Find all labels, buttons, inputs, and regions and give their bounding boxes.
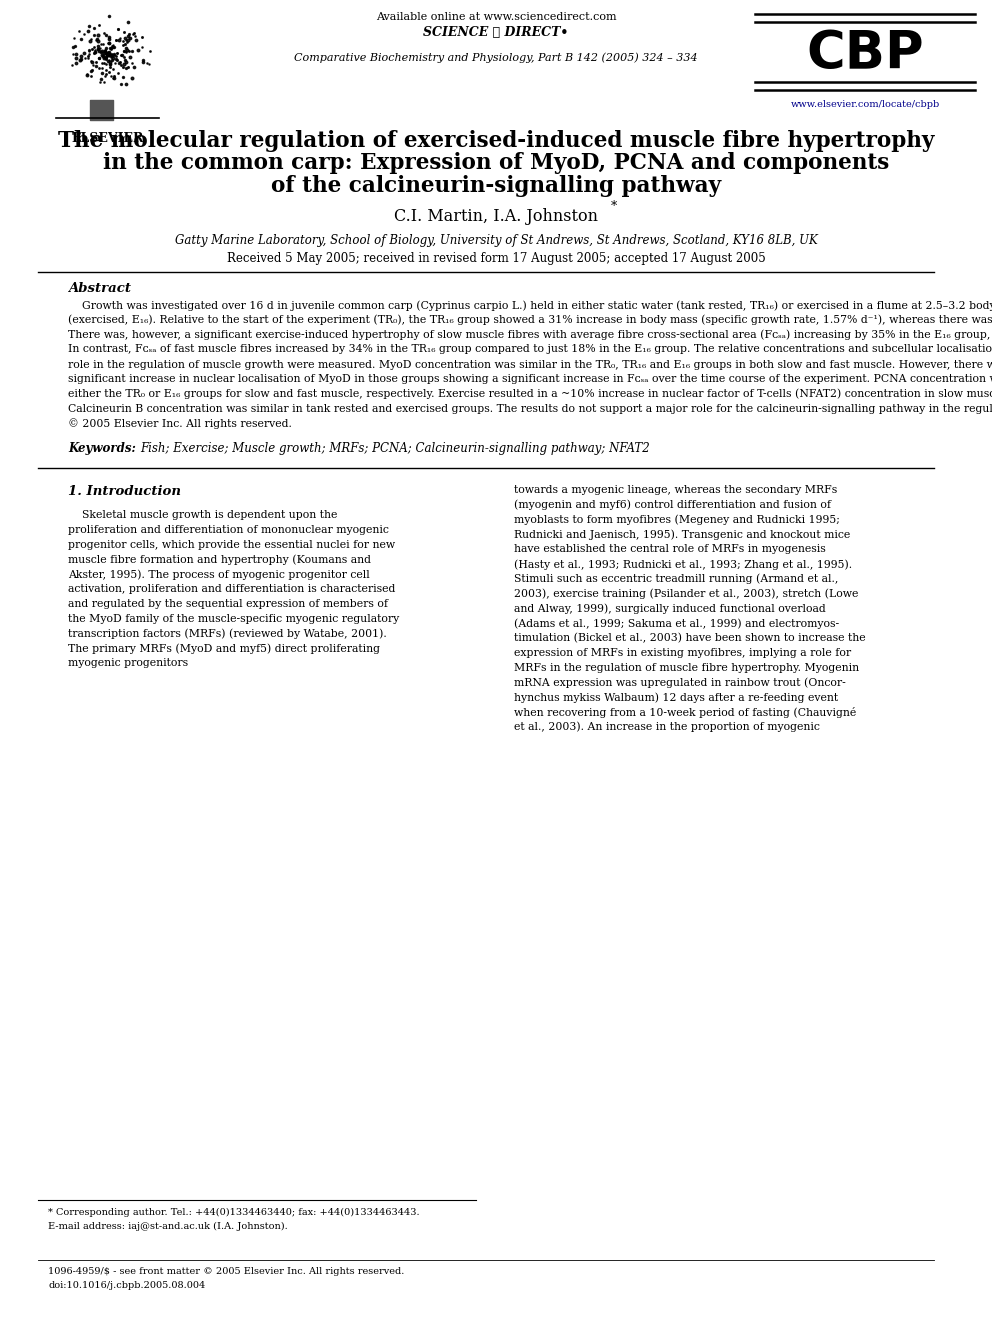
Text: There was, however, a significant exercise-induced hypertrophy of slow muscle fi: There was, however, a significant exerci… xyxy=(68,329,992,340)
Text: expression of MRFs in existing myofibres, implying a role for: expression of MRFs in existing myofibres… xyxy=(514,648,851,658)
Text: doi:10.1016/j.cbpb.2005.08.004: doi:10.1016/j.cbpb.2005.08.004 xyxy=(48,1281,205,1290)
Text: Abstract: Abstract xyxy=(68,282,131,295)
Text: muscle fibre formation and hypertrophy (Koumans and: muscle fibre formation and hypertrophy (… xyxy=(68,554,371,565)
Text: transcription factors (MRFs) (reviewed by Watabe, 2001).: transcription factors (MRFs) (reviewed b… xyxy=(68,628,387,639)
Text: 1. Introduction: 1. Introduction xyxy=(68,486,181,497)
Text: myoblasts to form myofibres (Megeney and Rudnicki 1995;: myoblasts to form myofibres (Megeney and… xyxy=(514,515,840,525)
Text: *: * xyxy=(611,200,617,213)
Text: Akster, 1995). The process of myogenic progenitor cell: Akster, 1995). The process of myogenic p… xyxy=(68,569,370,579)
Text: (exercised, E₁₆). Relative to the start of the experiment (TR₀), the TR₁₆ group : (exercised, E₁₆). Relative to the start … xyxy=(68,315,992,325)
Text: (Hasty et al., 1993; Rudnicki et al., 1993; Zhang et al., 1995).: (Hasty et al., 1993; Rudnicki et al., 19… xyxy=(514,560,852,570)
Text: Keywords:: Keywords: xyxy=(68,442,136,455)
Text: (myogenin and myf6) control differentiation and fusion of: (myogenin and myf6) control differentiat… xyxy=(514,500,831,511)
Text: the MyoD family of the muscle-specific myogenic regulatory: the MyoD family of the muscle-specific m… xyxy=(68,614,399,623)
Text: and regulated by the sequential expression of members of: and regulated by the sequential expressi… xyxy=(68,599,388,609)
Text: Rudnicki and Jaenisch, 1995). Transgenic and knockout mice: Rudnicki and Jaenisch, 1995). Transgenic… xyxy=(514,529,850,540)
Text: when recovering from a 10-week period of fasting (Chauvigné: when recovering from a 10-week period of… xyxy=(514,706,856,718)
Text: C.I. Martin, I.A. Johnston: C.I. Martin, I.A. Johnston xyxy=(394,208,598,225)
Text: The primary MRFs (MyoD and myf5) direct proliferating: The primary MRFs (MyoD and myf5) direct … xyxy=(68,643,380,654)
Text: mRNA expression was upregulated in rainbow trout (Oncor-: mRNA expression was upregulated in rainb… xyxy=(514,677,846,688)
Text: In contrast, Fᴄₛₐ of fast muscle fibres increased by 34% in the TR₁₆ group compa: In contrast, Fᴄₛₐ of fast muscle fibres … xyxy=(68,344,992,355)
Text: timulation (Bickel et al., 2003) have been shown to increase the: timulation (Bickel et al., 2003) have be… xyxy=(514,632,866,643)
Text: ELSEVIER: ELSEVIER xyxy=(71,132,144,146)
Text: SCIENCE ⓐ DIRECT•: SCIENCE ⓐ DIRECT• xyxy=(424,26,568,38)
Text: Stimuli such as eccentric treadmill running (Armand et al.,: Stimuli such as eccentric treadmill runn… xyxy=(514,574,838,585)
Text: significant increase in nuclear localisation of MyoD in those groups showing a s: significant increase in nuclear localisa… xyxy=(68,374,992,384)
Text: of the calcineurin-signalling pathway: of the calcineurin-signalling pathway xyxy=(271,175,721,197)
Text: E-mail address: iaj@st-and.ac.uk (I.A. Johnston).: E-mail address: iaj@st-and.ac.uk (I.A. J… xyxy=(48,1222,288,1232)
Text: www.elsevier.com/locate/cbpb: www.elsevier.com/locate/cbpb xyxy=(791,101,939,108)
Text: proliferation and differentiation of mononuclear myogenic: proliferation and differentiation of mon… xyxy=(68,525,389,534)
Text: progenitor cells, which provide the essential nuclei for new: progenitor cells, which provide the esse… xyxy=(68,540,395,549)
Text: have established the central role of MRFs in myogenesis: have established the central role of MRF… xyxy=(514,544,825,554)
Text: (Adams et al., 1999; Sakuma et al., 1999) and electromyos-: (Adams et al., 1999; Sakuma et al., 1999… xyxy=(514,618,839,628)
Text: in the common carp: Expression of MyoD, PCNA and components: in the common carp: Expression of MyoD, … xyxy=(103,152,889,175)
Text: Comparative Biochemistry and Physiology, Part B 142 (2005) 324 – 334: Comparative Biochemistry and Physiology,… xyxy=(295,52,697,62)
Text: either the TR₀ or E₁₆ groups for slow and fast muscle, respectively. Exercise re: either the TR₀ or E₁₆ groups for slow an… xyxy=(68,389,992,400)
Text: Gatty Marine Laboratory, School of Biology, University of St Andrews, St Andrews: Gatty Marine Laboratory, School of Biolo… xyxy=(175,234,817,247)
Text: Skeletal muscle growth is dependent upon the: Skeletal muscle growth is dependent upon… xyxy=(68,509,337,520)
Text: activation, proliferation and differentiation is characterised: activation, proliferation and differenti… xyxy=(68,583,396,594)
Text: CBP: CBP xyxy=(806,28,924,79)
Text: * Corresponding author. Tel.: +44(0)1334463440; fax: +44(0)1334463443.: * Corresponding author. Tel.: +44(0)1334… xyxy=(48,1208,420,1217)
Text: © 2005 Elsevier Inc. All rights reserved.: © 2005 Elsevier Inc. All rights reserved… xyxy=(68,418,292,429)
Text: 1096-4959/$ - see front matter © 2005 Elsevier Inc. All rights reserved.: 1096-4959/$ - see front matter © 2005 El… xyxy=(48,1267,405,1275)
Text: Fish; Exercise; Muscle growth; MRFs; PCNA; Calcineurin-signalling pathway; NFAT2: Fish; Exercise; Muscle growth; MRFs; PCN… xyxy=(140,442,650,455)
Text: Calcineurin B concentration was similar in tank rested and exercised groups. The: Calcineurin B concentration was similar … xyxy=(68,404,992,414)
Text: role in the regulation of muscle growth were measured. MyoD concentration was si: role in the regulation of muscle growth … xyxy=(68,360,992,369)
Text: Available online at www.sciencedirect.com: Available online at www.sciencedirect.co… xyxy=(376,12,616,22)
Text: et al., 2003). An increase in the proportion of myogenic: et al., 2003). An increase in the propor… xyxy=(514,722,819,733)
Text: and Alway, 1999), surgically induced functional overload: and Alway, 1999), surgically induced fun… xyxy=(514,603,825,614)
Text: towards a myogenic lineage, whereas the secondary MRFs: towards a myogenic lineage, whereas the … xyxy=(514,486,837,495)
Text: myogenic progenitors: myogenic progenitors xyxy=(68,658,188,668)
Text: hynchus mykiss Walbaum) 12 days after a re-feeding event: hynchus mykiss Walbaum) 12 days after a … xyxy=(514,692,838,703)
Text: Received 5 May 2005; received in revised form 17 August 2005; accepted 17 August: Received 5 May 2005; received in revised… xyxy=(226,251,766,265)
Text: MRFs in the regulation of muscle fibre hypertrophy. Myogenin: MRFs in the regulation of muscle fibre h… xyxy=(514,663,859,672)
Text: Growth was investigated over 16 d in juvenile common carp (Cyprinus carpio L.) h: Growth was investigated over 16 d in juv… xyxy=(68,300,992,311)
Text: The molecular regulation of exercised-induced muscle fibre hypertrophy: The molecular regulation of exercised-in… xyxy=(58,130,934,152)
Text: 2003), exercise training (Psilander et al., 2003), stretch (Lowe: 2003), exercise training (Psilander et a… xyxy=(514,589,858,599)
